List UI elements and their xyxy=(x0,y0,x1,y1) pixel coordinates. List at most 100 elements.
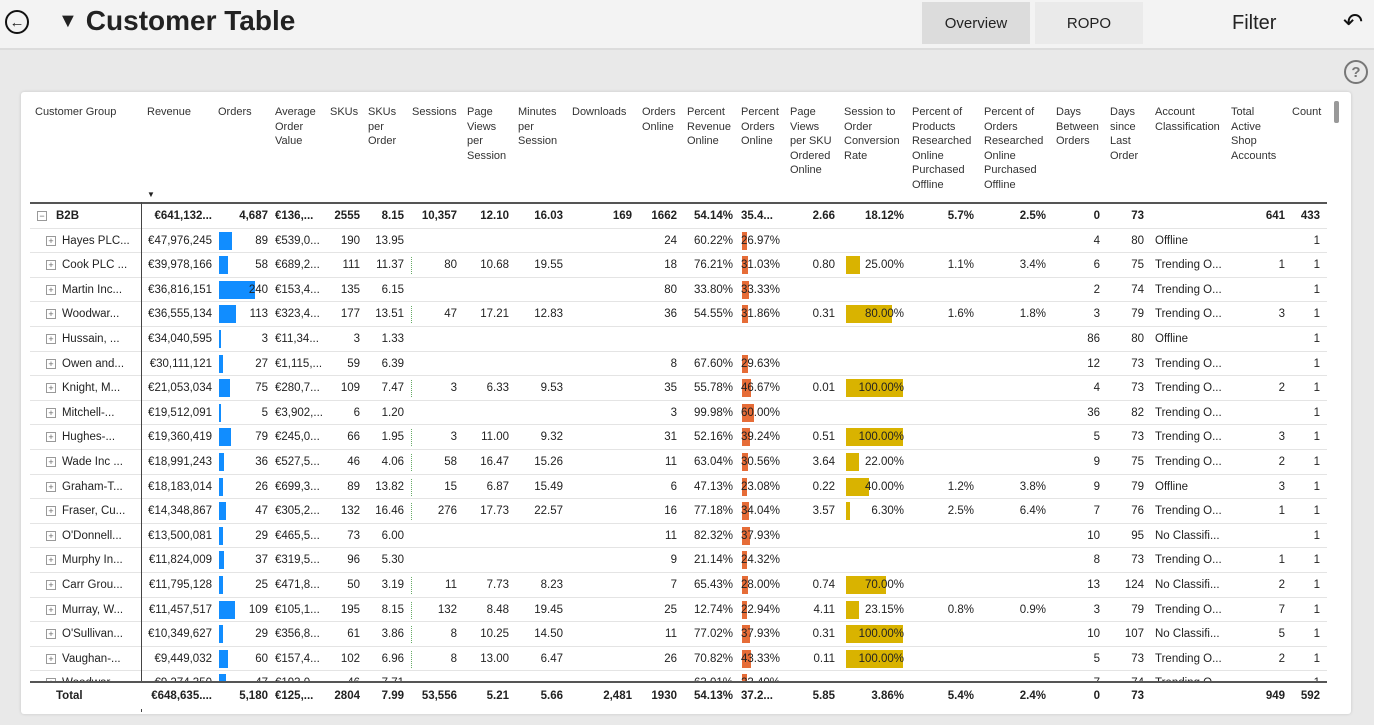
cell-page-views xyxy=(467,401,509,425)
expand-icon[interactable]: + xyxy=(46,457,56,467)
header-days-between-orders[interactable]: Days Between Orders xyxy=(1056,106,1099,147)
tab-overview[interactable]: Overview xyxy=(922,2,1030,44)
cell-page-views xyxy=(467,352,509,376)
cell-days-since: 79 xyxy=(1131,480,1144,493)
conversion-databar xyxy=(846,305,892,324)
table-row[interactable]: + Murphy In... €11,824,009 37 €319,5... 96 5.3… xyxy=(30,548,1327,573)
table-row[interactable]: + O'Sullivan... €10,349,627 29 €356,8... 61 3.… xyxy=(30,622,1327,647)
cell-sessions xyxy=(412,524,457,548)
cell-total-active: 2 xyxy=(1278,652,1285,665)
collapse-caret-icon[interactable]: ▼ xyxy=(58,9,78,32)
table-row[interactable]: + Hussain, ... €34,040,595 3 €11,34... 3 1.33 8… xyxy=(30,327,1327,352)
table-row[interactable]: + Fraser, Cu... €14,348,867 47 €305,2... 132 1… xyxy=(30,499,1327,524)
expand-icon[interactable]: + xyxy=(46,604,56,615)
expand-icon[interactable]: + xyxy=(46,358,56,369)
cell-customer-group: Hussain, ... xyxy=(62,333,120,345)
header-customer-group[interactable]: Customer Group xyxy=(35,106,117,118)
header-orders-online[interactable]: Orders Online xyxy=(642,106,676,133)
header-percent-orders-researched[interactable]: Percent of Orders Researched Online Purc… xyxy=(984,106,1044,191)
table-row[interactable]: + Cook PLC ... €39,978,166 58 €689,2... 111 11… xyxy=(30,253,1327,278)
header-percent-products-researched[interactable]: Percent of Products Researched Online Pu… xyxy=(912,106,972,191)
header-percent-orders-online[interactable]: Percent Orders Online xyxy=(741,106,779,147)
total-orders: 5,180 xyxy=(239,690,268,702)
cell-days-since: 73 xyxy=(1131,382,1144,395)
cell-aov: €136,... xyxy=(275,210,314,222)
cell-skus: 46 xyxy=(347,456,360,468)
vertical-scrollbar[interactable] xyxy=(1332,97,1340,709)
table-row[interactable]: + Murray, W... €11,457,517 109 €105,1... 195 8… xyxy=(30,598,1327,623)
header-page-views-per-session[interactable]: Page Views per Session xyxy=(467,106,507,162)
expand-icon[interactable]: + xyxy=(46,260,56,271)
header-account-classification[interactable]: Account Classification xyxy=(1155,106,1220,133)
header-revenue[interactable]: Revenue xyxy=(147,106,192,118)
help-icon[interactable]: ? xyxy=(1344,60,1368,84)
conversion-databar xyxy=(846,453,859,471)
cell-aov: €280,7... xyxy=(275,382,320,395)
cell-customer-group: O'Donnell... xyxy=(62,529,122,542)
header-count[interactable]: Count xyxy=(1292,106,1322,118)
cell-orders-online: 18 xyxy=(664,259,677,272)
expand-icon[interactable]: + xyxy=(46,506,56,517)
header-minutes-per-session[interactable]: Minutes per Session xyxy=(518,106,558,147)
table-row[interactable]: + Hayes PLC... €47,976,245 89 €539,0... 190 13… xyxy=(30,229,1327,254)
expand-icon[interactable]: + xyxy=(46,407,56,418)
sort-desc-icon[interactable]: ▼ xyxy=(147,190,155,199)
cell-skus: 3 xyxy=(353,333,360,345)
expand-icon[interactable]: + xyxy=(46,481,56,492)
header-average-order-value[interactable]: Average Order Value xyxy=(275,106,316,147)
table-row[interactable]: + Hughes-... €19,360,419 79 €245,0... 66 1.95 3… xyxy=(30,425,1327,450)
expand-icon[interactable]: + xyxy=(46,334,56,344)
table-row[interactable]: + Woodwar... €36,555,134 113 €323,4... 177 13.… xyxy=(30,302,1327,327)
cell-pct-revenue-online: 70.82% xyxy=(693,652,733,665)
table-row[interactable]: + Wade Inc ... €18,991,243 36 €527,5... 46 4.0… xyxy=(30,450,1327,475)
filter-button[interactable]: Filter xyxy=(1232,12,1277,34)
expand-icon[interactable]: + xyxy=(46,309,56,320)
cell-revenue: €39,978,166 xyxy=(148,259,212,272)
header-downloads[interactable]: Downloads xyxy=(572,106,627,118)
cell-pct-orders-researched xyxy=(984,450,1046,474)
table-row[interactable]: + Martin Inc... €36,816,151 240 €153,4... 135… xyxy=(30,278,1327,303)
tab-ropo[interactable]: ROPO xyxy=(1035,2,1143,44)
expand-icon[interactable]: + xyxy=(46,653,56,664)
header-days-since-last-order[interactable]: Days since Last Order xyxy=(1110,106,1139,162)
expand-icon[interactable]: + xyxy=(46,235,56,246)
table-row[interactable]: + Knight, M... €21,053,034 75 €280,7... 109 7.… xyxy=(30,376,1327,401)
expand-icon[interactable]: + xyxy=(46,530,56,541)
table-row[interactable]: + Mitchell-... €19,512,091 5 €3,902,... 6 1.20… xyxy=(30,401,1327,426)
table-row[interactable]: + Graham-T... €18,183,014 26 €699,3... 89 13.8… xyxy=(30,475,1327,500)
table-row[interactable]: + O'Donnell... €13,500,081 29 €465,5... 73 6.0… xyxy=(30,524,1327,549)
table-row[interactable]: + Carr Grou... €11,795,128 25 €471,8... 50 3.1… xyxy=(30,573,1327,598)
expand-icon[interactable]: + xyxy=(46,678,56,681)
header-orders[interactable]: Orders xyxy=(218,106,252,118)
table-row[interactable]: + Woodwar... €9,274,350 47 €193,0... 46 7.71 63… xyxy=(30,671,1327,681)
cell-days-between: 10 xyxy=(1087,529,1100,542)
page-title[interactable]: ▼ Customer Table xyxy=(58,5,295,37)
header-sessions[interactable]: Sessions xyxy=(412,106,457,118)
table-row[interactable]: + Vaughan-... €9,449,032 60 €157,4... 102 6.96… xyxy=(30,647,1327,672)
group-row-b2b[interactable]: − B2B €641,132... 4,687 €136,... 2555 8.15 10,3… xyxy=(30,204,1327,229)
header-skus-per-order[interactable]: SKUs per Order xyxy=(368,106,397,147)
expand-icon[interactable]: + xyxy=(46,629,56,640)
cell-pct-orders-researched xyxy=(984,622,1046,646)
cell-revenue: €30,111,121 xyxy=(149,357,212,370)
header-total-active-shop-accounts[interactable]: Total Active Shop Accounts xyxy=(1231,106,1277,162)
cell-orders-online: 8 xyxy=(670,357,677,370)
expand-icon[interactable]: + xyxy=(46,284,56,295)
expand-icon[interactable]: + xyxy=(46,432,56,443)
header-percent-revenue-online[interactable]: Percent Revenue Online xyxy=(687,106,732,147)
cell-days-since: 75 xyxy=(1131,456,1144,468)
cell-sessions: 80 xyxy=(444,259,457,272)
expand-icon[interactable]: + xyxy=(46,555,56,566)
expand-icon[interactable]: + xyxy=(46,383,56,394)
table-row[interactable]: + Owen and... €30,111,121 27 €1,115,... 59 6.3… xyxy=(30,352,1327,377)
header-skus[interactable]: SKUs xyxy=(330,106,359,118)
scrollbar-thumb[interactable] xyxy=(1334,101,1339,123)
header-page-views-per-sku[interactable]: Page Views per SKU Ordered Online xyxy=(790,106,832,176)
collapse-icon[interactable]: − xyxy=(37,211,47,221)
back-arrow-icon[interactable]: ← xyxy=(5,10,29,34)
cell-aov: €105,1... xyxy=(275,603,320,616)
header-conversion-rate[interactable]: Session to Order Conversion Rate xyxy=(844,106,900,162)
cell-pct-orders-researched xyxy=(984,647,1046,671)
undo-icon[interactable]: ↶ xyxy=(1343,9,1364,36)
expand-icon[interactable]: + xyxy=(46,580,56,590)
